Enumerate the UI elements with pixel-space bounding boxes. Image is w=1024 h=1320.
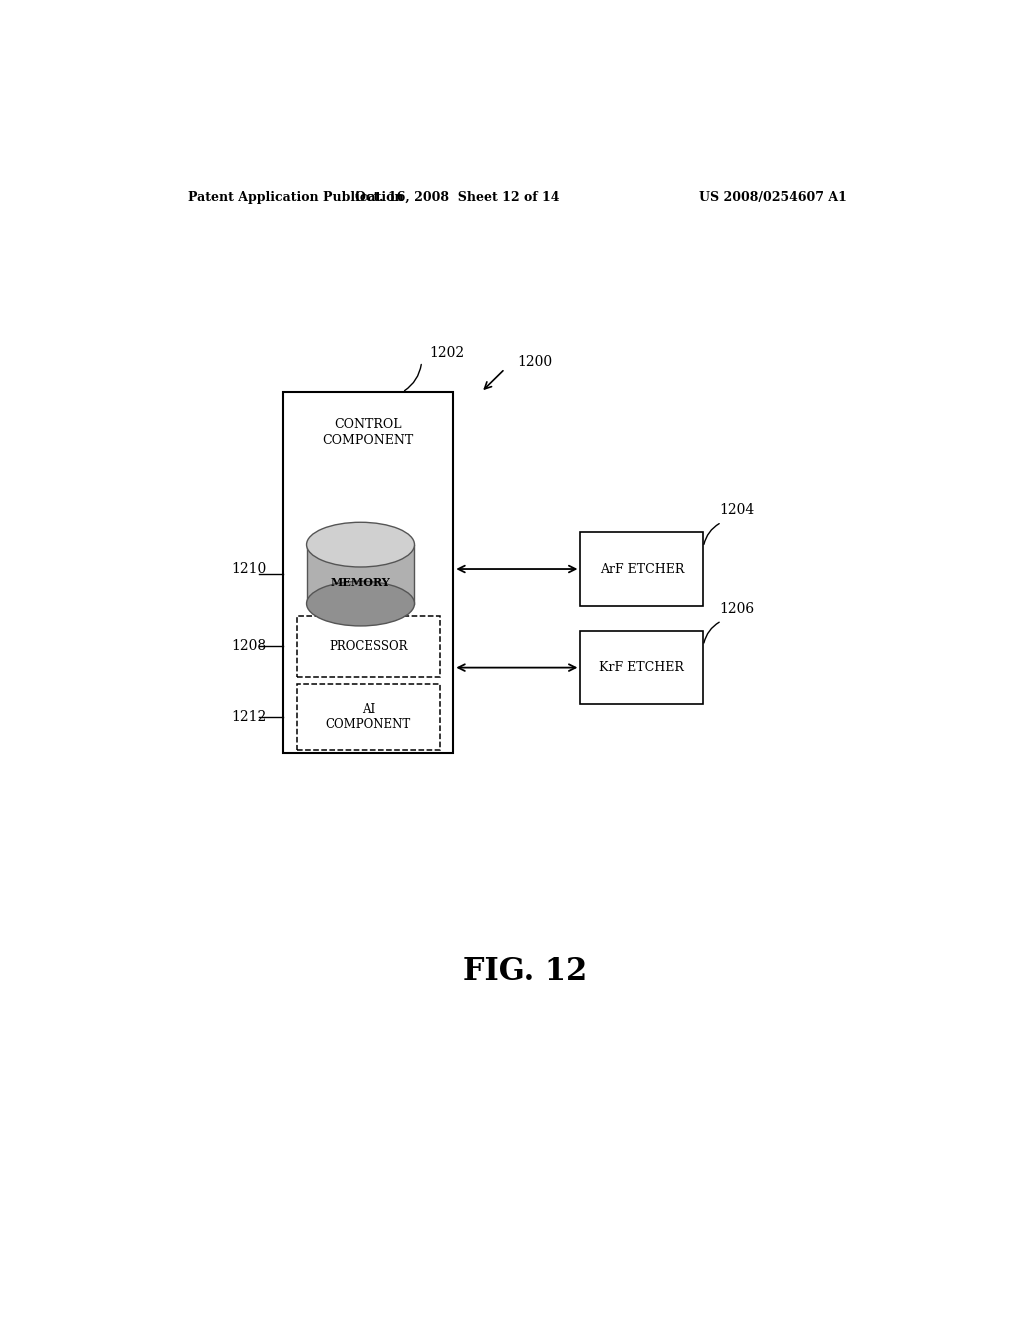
Text: KrF ETCHER: KrF ETCHER xyxy=(599,661,684,675)
Polygon shape xyxy=(306,545,415,603)
Text: 1208: 1208 xyxy=(231,639,266,653)
Text: 1210: 1210 xyxy=(231,562,266,576)
Bar xyxy=(283,392,454,752)
Text: PROCESSOR: PROCESSOR xyxy=(329,640,408,653)
Text: ArF ETCHER: ArF ETCHER xyxy=(600,562,684,576)
Ellipse shape xyxy=(306,581,415,626)
Text: 1200: 1200 xyxy=(517,355,552,368)
Text: 1212: 1212 xyxy=(231,710,266,723)
Text: 1204: 1204 xyxy=(719,503,755,517)
Bar xyxy=(297,684,440,750)
Text: MEMORY: MEMORY xyxy=(331,577,390,587)
Text: Patent Application Publication: Patent Application Publication xyxy=(187,190,403,203)
Text: FIG. 12: FIG. 12 xyxy=(463,956,587,987)
Bar xyxy=(581,532,703,606)
Text: AI
COMPONENT: AI COMPONENT xyxy=(326,704,411,731)
Text: CONTROL
COMPONENT: CONTROL COMPONENT xyxy=(323,417,414,446)
Bar xyxy=(297,615,440,677)
Text: 1202: 1202 xyxy=(430,346,465,359)
Bar xyxy=(581,631,703,704)
Text: Oct. 16, 2008  Sheet 12 of 14: Oct. 16, 2008 Sheet 12 of 14 xyxy=(355,190,559,203)
Ellipse shape xyxy=(306,523,415,568)
Text: 1206: 1206 xyxy=(719,602,755,615)
Text: US 2008/0254607 A1: US 2008/0254607 A1 xyxy=(699,190,847,203)
